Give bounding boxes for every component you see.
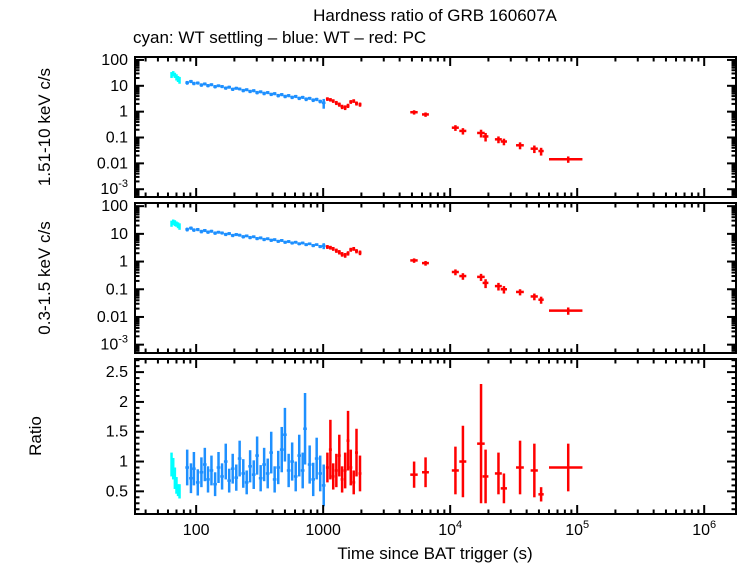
y-axis-label-hard-band: 1.51-10 keV c/s [35, 68, 54, 186]
y-tick-label: 100 [101, 52, 128, 69]
y-tick-label: 0.5 [106, 483, 128, 500]
x-tick-label: 100 [183, 522, 210, 539]
chart-panels: 1001010.10.0110-31001010.10.0110-32.521.… [97, 52, 737, 539]
panel-frame-hard_band [134, 56, 737, 198]
series-pc [325, 97, 583, 163]
panel-hard_band: 100 10 1 0.1 0.01 10-3 [97, 52, 737, 198]
y-tick-label: 10-3 [100, 178, 128, 198]
y-tick-label: 1 [119, 254, 128, 271]
y-tick-label: 0.1 [106, 281, 128, 298]
y-tick-label: 1.5 [106, 424, 128, 441]
y-tick-label: 0.1 [106, 130, 128, 147]
series-wt-settling [170, 71, 181, 84]
series-pc [325, 384, 583, 504]
y-axis-label-ratio: Ratio [26, 416, 45, 456]
panel-frame-ratio [134, 358, 737, 515]
y-tick-label: 1 [119, 104, 128, 121]
y-tick-label: 0.01 [97, 155, 128, 172]
x-tick-label: 105 [565, 519, 589, 539]
y-tick-label: 10 [110, 226, 128, 243]
x-tick-label: 106 [692, 519, 716, 539]
x-tick-labels: 100 1000 104 105 106 [183, 519, 716, 539]
chart-legend-subtitle: cyan: WT settling – blue: WT – red: PC [133, 28, 426, 47]
y-tick-label: 100 [101, 198, 128, 215]
series-wt [185, 392, 326, 507]
y-tick-label: 2 [119, 394, 128, 411]
y-tick-label: 1 [119, 454, 128, 471]
y-tick-label: 2.5 [106, 364, 128, 381]
panel-soft_band: 100 10 1 0.1 0.01 10-3 [97, 198, 737, 354]
panel-ratio: 2.5 2 1.5 1 0.5 [106, 358, 737, 515]
y-axis-label-soft-band: 0.3-1.5 keV c/s [35, 221, 54, 334]
panel-ticks-hard_band [135, 57, 736, 197]
panel-ticks-ratio [135, 359, 736, 514]
panel-frame-soft_band [134, 202, 737, 354]
y-tick-label: 0.01 [97, 309, 128, 326]
chart-title: Hardness ratio of GRB 160607A [313, 6, 557, 25]
x-tick-label: 104 [438, 519, 462, 539]
x-tick-label: 1000 [305, 522, 341, 539]
series-pc [325, 245, 583, 315]
series-wt [185, 79, 326, 109]
panel-ticks-soft_band [135, 203, 736, 353]
y-tick-label: 10-3 [100, 334, 128, 354]
series-wt-settling [170, 219, 181, 230]
series-wt-settling [170, 452, 181, 499]
series-wt [185, 226, 326, 250]
x-axis-label: Time since BAT trigger (s) [337, 544, 532, 563]
y-tick-label: 10 [110, 78, 128, 95]
